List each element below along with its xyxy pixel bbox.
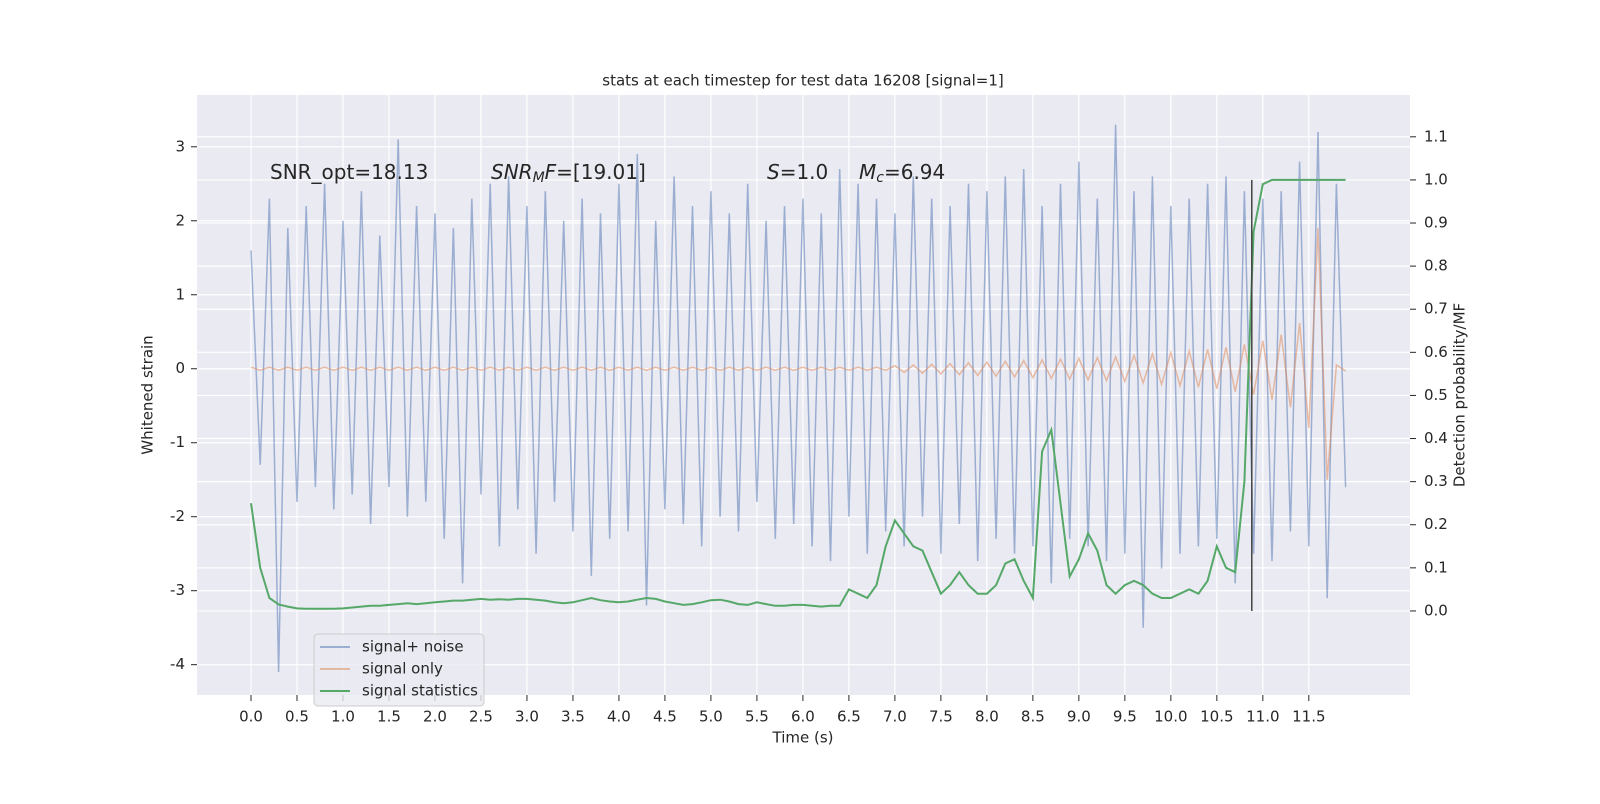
y2-tick-label: 0.2 bbox=[1424, 515, 1448, 533]
annotation: Mc=6.94 bbox=[859, 160, 945, 187]
x-tick-label: 8.0 bbox=[975, 708, 999, 726]
annotation-part: c bbox=[876, 170, 884, 186]
y2-tick-label: 0.3 bbox=[1424, 472, 1448, 490]
x-tick-label: 9.0 bbox=[1067, 708, 1091, 726]
x-tick-label: 5.0 bbox=[699, 708, 723, 726]
legend-label: signal statistics bbox=[362, 682, 478, 700]
x-tick-label: 7.0 bbox=[883, 708, 907, 726]
x-tick-label: 0.5 bbox=[285, 708, 309, 726]
annotation: SNRMF=[19.01] bbox=[491, 160, 646, 187]
x-tick-label: 10.5 bbox=[1200, 708, 1233, 726]
y-tick-label: 0 bbox=[175, 359, 185, 377]
y2-axis-label: Detection probability/MF bbox=[1451, 303, 1469, 487]
y-tick-label: -2 bbox=[170, 507, 185, 525]
annotation-part: F bbox=[545, 160, 557, 184]
x-tick-label: 9.5 bbox=[1113, 708, 1137, 726]
y2-tick-label: 1.0 bbox=[1424, 170, 1448, 188]
x-tick-label: 0.0 bbox=[239, 708, 263, 726]
chart-title: stats at each timestep for test data 162… bbox=[602, 72, 1003, 90]
y-tick-label: 1 bbox=[175, 285, 185, 303]
legend-label: signal+ noise bbox=[362, 638, 464, 656]
series-line bbox=[250, 124, 1347, 673]
y2-tick-label: 0.1 bbox=[1424, 558, 1448, 576]
x-tick-label: 3.0 bbox=[515, 708, 539, 726]
x-tick-label: 3.5 bbox=[561, 708, 585, 726]
x-tick-label: 6.5 bbox=[837, 708, 861, 726]
x-tick-label: 11.0 bbox=[1246, 708, 1279, 726]
legend-label: signal only bbox=[362, 660, 443, 678]
y2-tick-label: 0.8 bbox=[1424, 257, 1448, 275]
y-tick-label: 3 bbox=[175, 137, 185, 155]
x-tick-label: 2.5 bbox=[469, 708, 493, 726]
y-tick-label: -1 bbox=[170, 433, 185, 451]
y2-tick-label: 0.5 bbox=[1424, 386, 1448, 404]
y-axis-label: Whitened strain bbox=[139, 335, 157, 454]
x-tick-label: 7.5 bbox=[929, 708, 953, 726]
legend-box bbox=[313, 633, 485, 707]
annotation: SNR_opt=18.13 bbox=[270, 160, 428, 184]
y2-tick-label: 1.1 bbox=[1424, 127, 1448, 145]
annotation: S=1.0 bbox=[767, 160, 828, 184]
y-tick-label: -4 bbox=[170, 655, 185, 673]
x-tick-label: 2.0 bbox=[423, 708, 447, 726]
x-tick-label: 1.5 bbox=[377, 708, 401, 726]
y2-tick-label: 0.4 bbox=[1424, 429, 1448, 447]
y2-tick-label: 0.7 bbox=[1424, 300, 1448, 318]
annotation-part: S bbox=[767, 160, 780, 184]
x-tick-label: 4.5 bbox=[653, 708, 677, 726]
x-tick-label: 10.0 bbox=[1154, 708, 1187, 726]
series-line bbox=[250, 178, 1346, 610]
y2-tick-label: 0.0 bbox=[1424, 601, 1448, 619]
x-axis-label: Time (s) bbox=[772, 729, 834, 747]
series-line bbox=[250, 228, 1347, 480]
x-tick-label: 8.5 bbox=[1021, 708, 1045, 726]
annotation-part: =[19.01] bbox=[556, 160, 646, 184]
y-tick-label: -3 bbox=[170, 581, 185, 599]
x-tick-label: 5.5 bbox=[745, 708, 769, 726]
annotation-part: M bbox=[533, 170, 545, 186]
plot-layer bbox=[250, 124, 1347, 673]
y-tick-label: 2 bbox=[175, 211, 185, 229]
annotation-part: =1.0 bbox=[780, 160, 829, 184]
annotation-part: SNR bbox=[491, 160, 533, 184]
annotation-part: SNR_opt=18.13 bbox=[270, 160, 428, 184]
x-tick-label: 4.0 bbox=[607, 708, 631, 726]
y2-tick-label: 0.9 bbox=[1424, 214, 1448, 232]
x-tick-label: 1.0 bbox=[331, 708, 355, 726]
annotation-part: =6.94 bbox=[884, 160, 945, 184]
x-tick-label: 11.5 bbox=[1292, 708, 1325, 726]
x-tick-label: 6.0 bbox=[791, 708, 815, 726]
annotation-part: M bbox=[859, 160, 876, 184]
y2-tick-label: 0.6 bbox=[1424, 343, 1448, 361]
overlay: SNR_opt=18.13 SNRMF=[19.01] S=1.0 Mc=6.94si… bbox=[270, 160, 1253, 707]
